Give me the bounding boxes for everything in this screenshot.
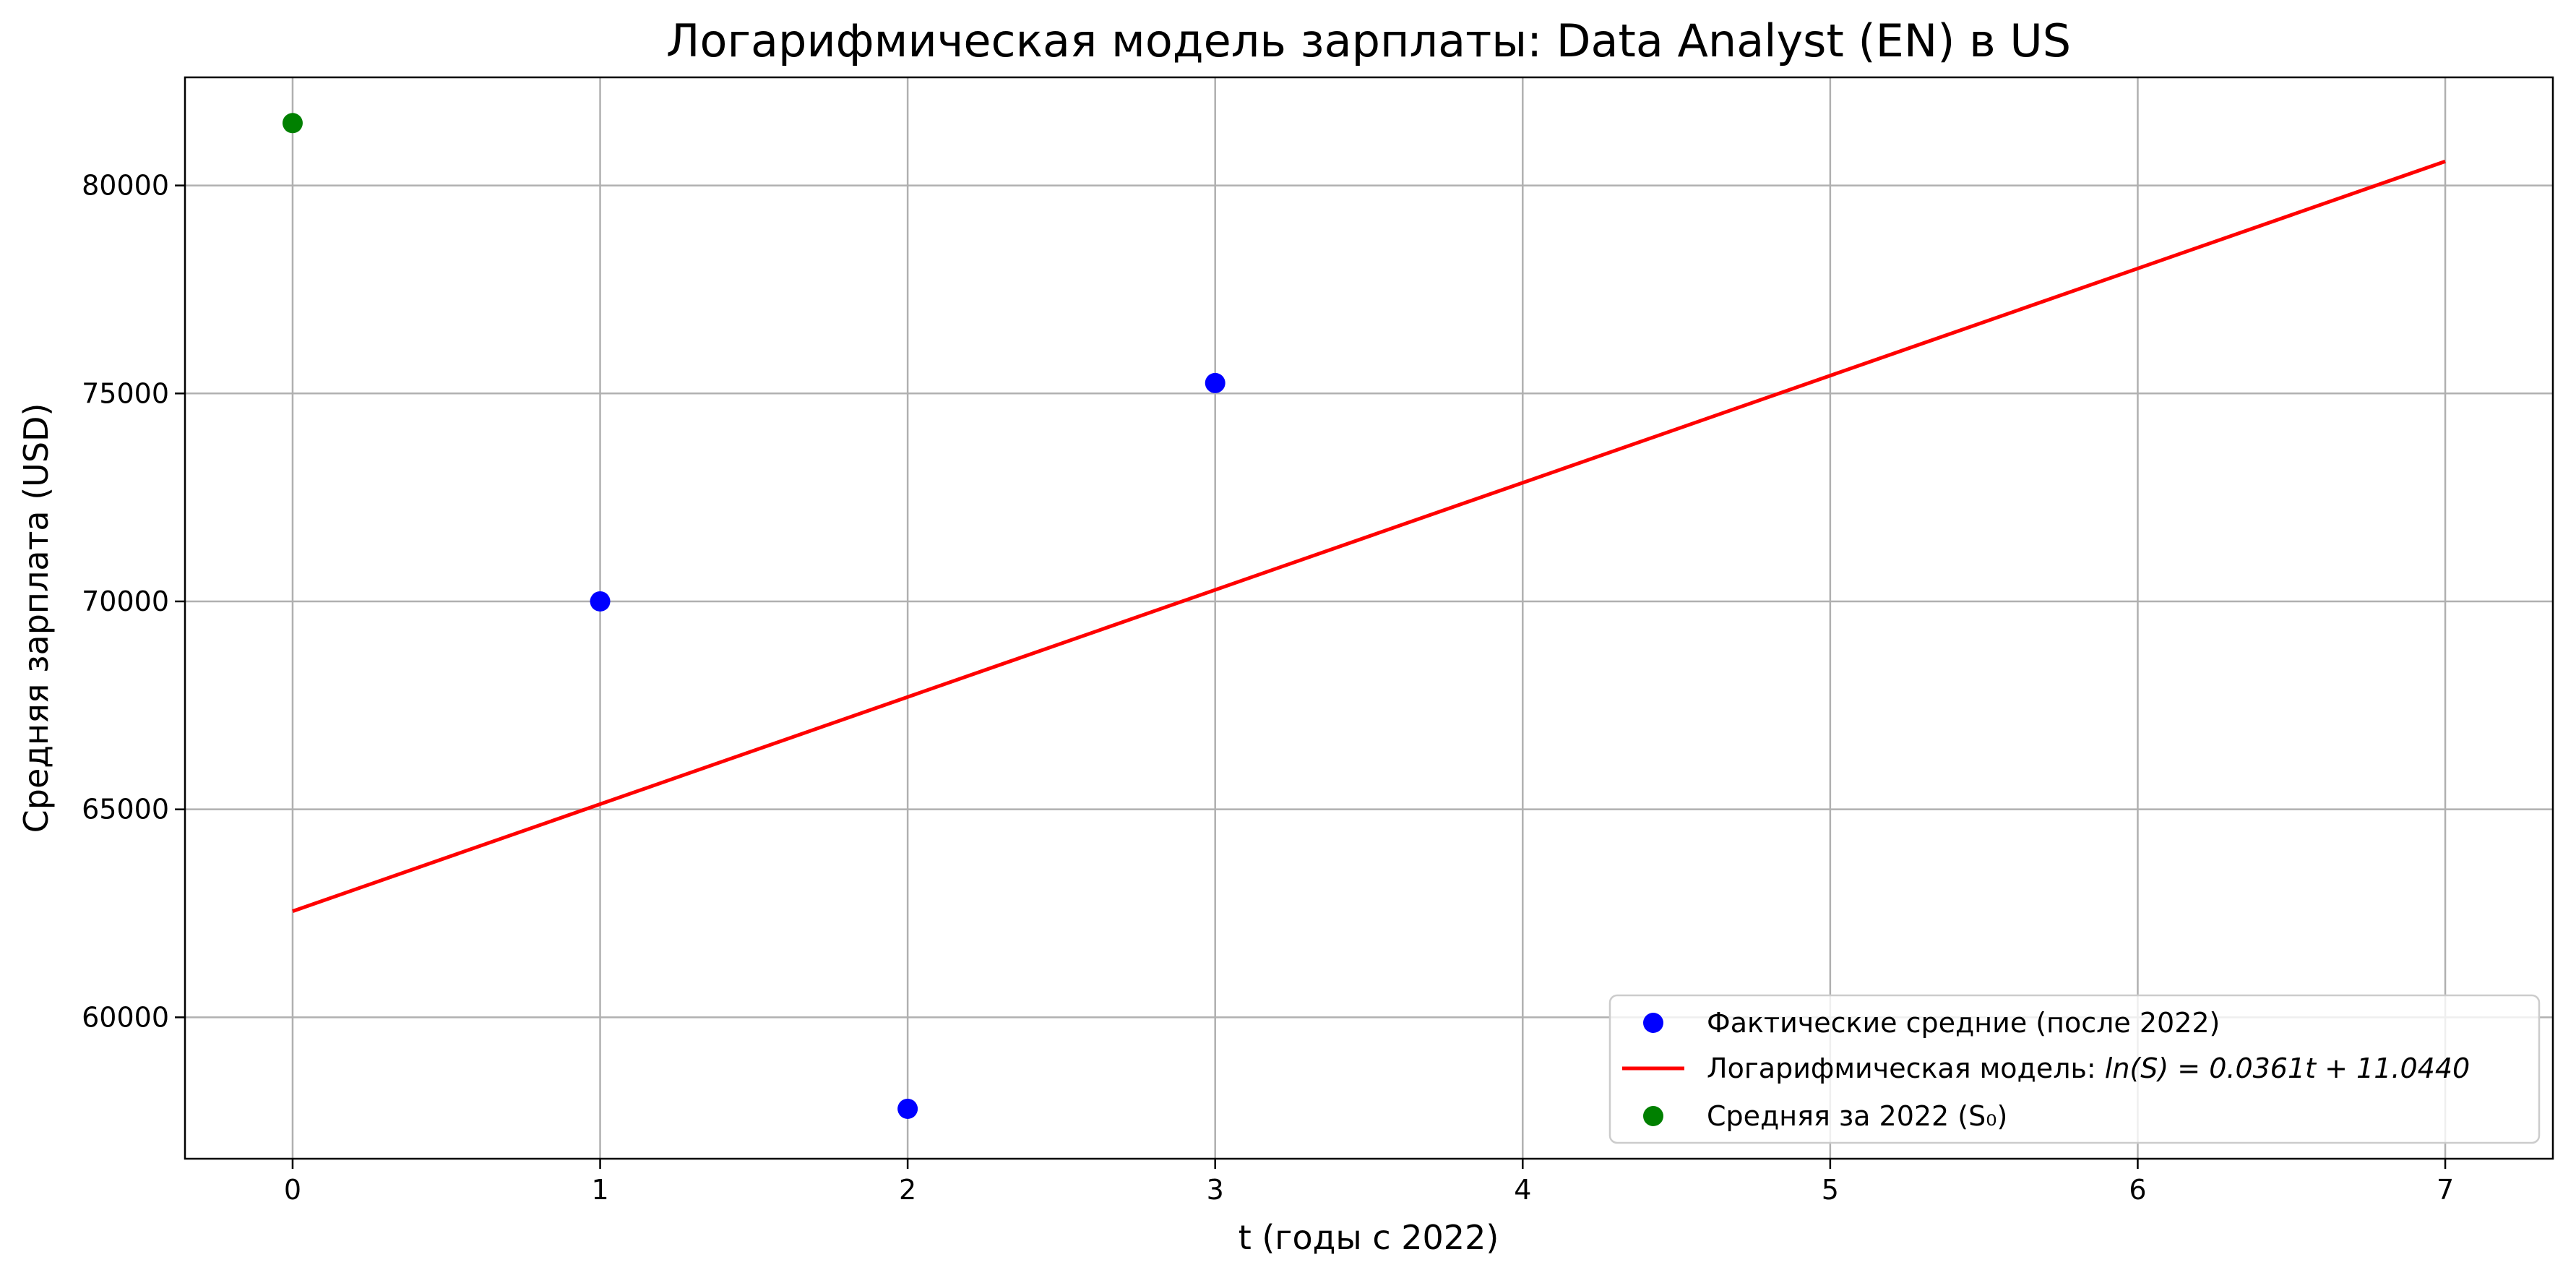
legend-label-model: Логарифмическая модель: ln(S) = 0.0361t … (1707, 1052, 2470, 1084)
y-tick-label: 70000 (82, 586, 169, 617)
y-tick-label: 80000 (82, 170, 169, 202)
grid (185, 77, 2553, 1159)
y-tick-label: 75000 (82, 377, 169, 409)
legend-label-actual: Фактические средние (после 2022) (1707, 1007, 2220, 1039)
actual-point (590, 591, 611, 612)
x-tick-label: 4 (1514, 1174, 1531, 1206)
y-tick-label: 60000 (82, 1001, 169, 1033)
x-axis: 0 1 2 3 4 5 6 7 (284, 1159, 2454, 1206)
legend-marker-actual (1643, 1013, 1663, 1033)
y-axis-label: Средняя зарплата (USD) (17, 403, 56, 833)
baseline-point (282, 113, 303, 134)
legend-marker-baseline (1643, 1106, 1663, 1126)
actual-point (897, 1098, 918, 1119)
x-tick-label: 1 (591, 1174, 608, 1206)
legend-label-baseline: Средняя за 2022 (S₀) (1707, 1100, 2007, 1132)
legend-label-model-prefix: Логарифмическая модель: (1707, 1052, 2105, 1084)
x-tick-label: 7 (2437, 1174, 2454, 1206)
x-tick-label: 6 (2129, 1174, 2146, 1206)
legend: Фактические средние (после 2022) Логариф… (1608, 994, 2541, 1144)
legend-box (1608, 994, 2541, 1144)
plot-area (185, 77, 2553, 1159)
x-tick-label: 0 (284, 1174, 301, 1206)
y-tick-label: 65000 (82, 794, 169, 825)
legend-label-model-formula: ln(S) = 0.0361t + 11.0440 (2105, 1052, 2470, 1084)
y-axis: 60000 65000 70000 75000 80000 (82, 170, 185, 1033)
data-marks (282, 113, 2446, 1119)
actual-point (1205, 372, 1225, 393)
x-axis-label: t (годы с 2022) (1239, 1218, 1499, 1257)
chart-title: Логарифмическая модель зарплаты: Data An… (666, 14, 2071, 67)
x-tick-label: 2 (899, 1174, 916, 1206)
x-tick-label: 5 (1822, 1174, 1839, 1206)
x-tick-label: 3 (1207, 1174, 1224, 1206)
axes-frame (184, 76, 2554, 1160)
model-line (292, 159, 2446, 914)
